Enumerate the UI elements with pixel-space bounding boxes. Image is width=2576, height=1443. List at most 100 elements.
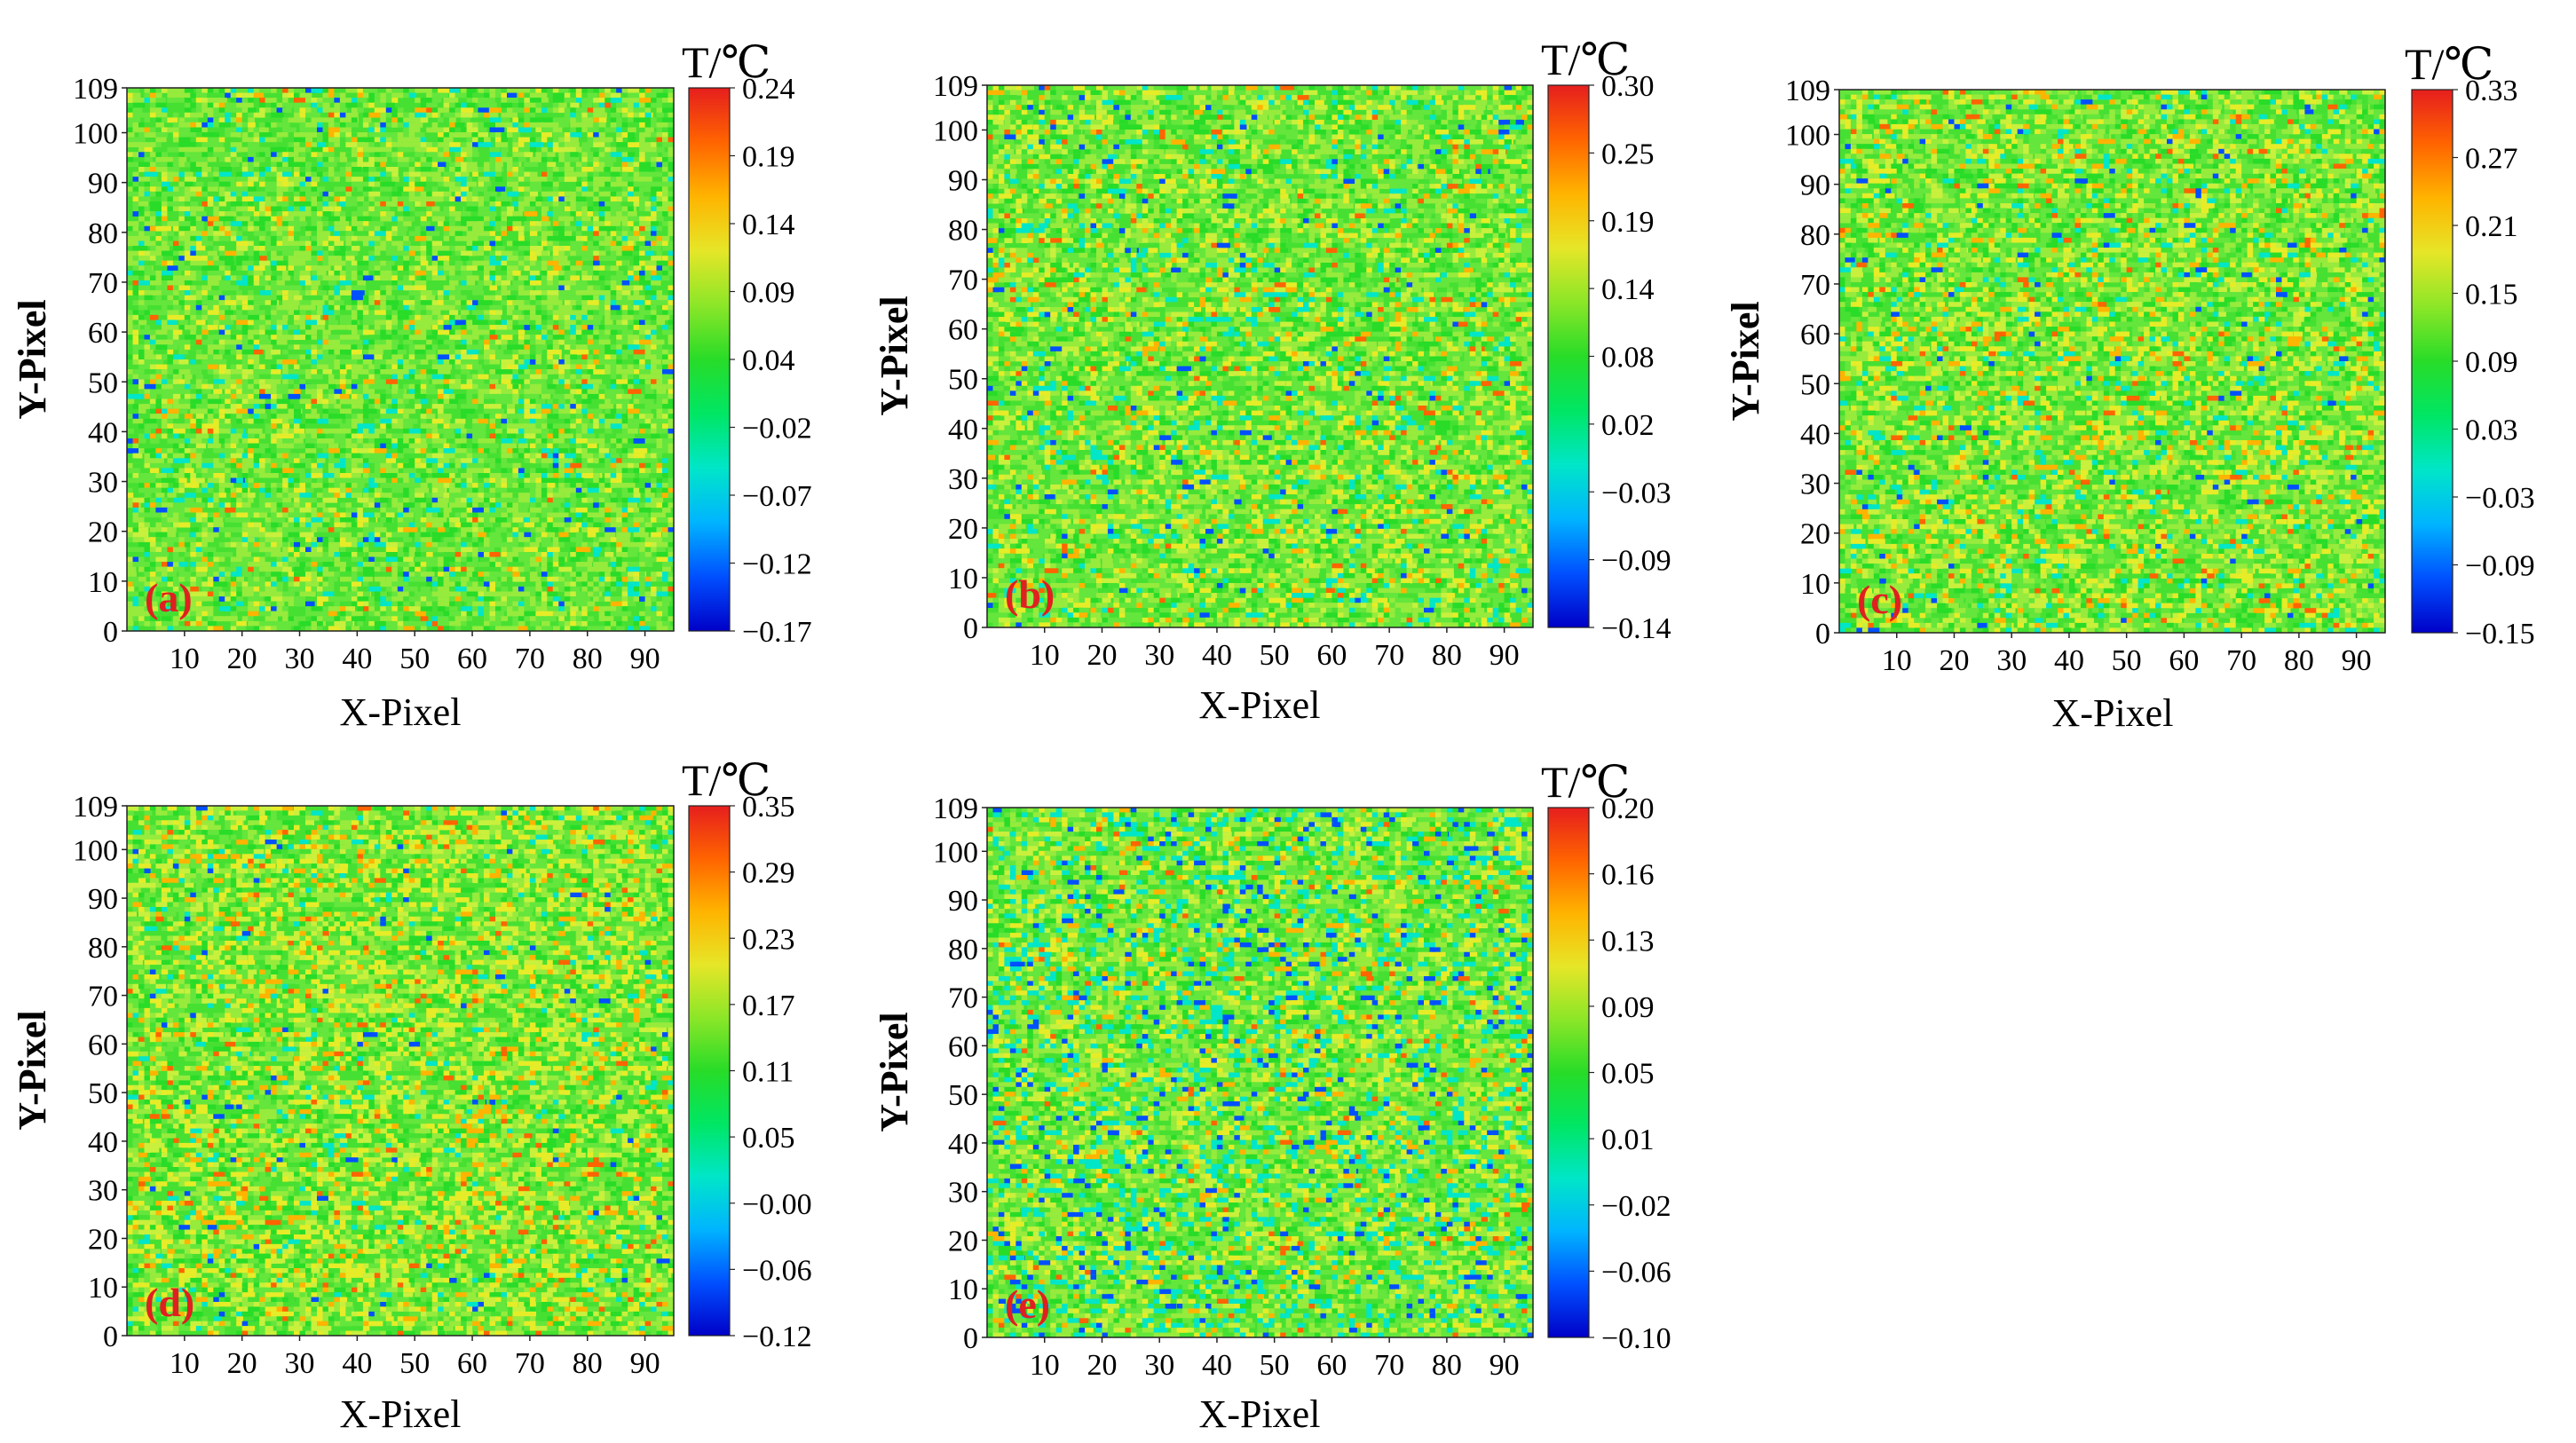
x-tick-label: 40 [342,1347,372,1380]
y-tick-label: 0 [963,1322,978,1355]
x-tick-label: 60 [1316,639,1347,672]
y-tick-label: 20 [948,513,978,546]
x-tick-label: 10 [1882,644,1912,677]
x-tick-label: 20 [227,1347,257,1380]
panel-label: (b) [1005,572,1055,617]
y-tick-label: 30 [948,1177,978,1210]
x-tick-label: 70 [515,1347,545,1380]
y-tick-label: 50 [1800,368,1830,401]
x-tick-label: 30 [285,643,315,675]
colorbar-tick-label: 0.09 [1601,991,1655,1024]
panel-a: 0 10 20 30 40 50 60 70 80 90 100 109 10 20 30 40 50 60 70 8… [11,37,812,734]
y-tick-label: 70 [948,982,978,1015]
x-tick-label: 50 [2112,644,2142,677]
plot-frame [126,87,675,632]
y-tick-label: 60 [948,1030,978,1063]
colorbar-title: T/℃ [2405,39,2493,89]
y-tick-label: 20 [1800,518,1830,551]
colorbar-tick-label: −0.15 [2465,618,2535,651]
x-tick-label: 70 [515,643,545,675]
colorbar-tick-label: −0.12 [742,1321,812,1353]
plot-frame [1838,89,2386,634]
colorbar-tick-label: −0.02 [1601,1190,1671,1223]
x-tick-label: 90 [2342,644,2372,677]
colorbar-title: T/℃ [1541,757,1630,807]
y-tick-label: 100 [73,834,118,867]
heatmap-field [1839,90,2385,633]
colorbar-tick-label: −0.02 [742,413,812,446]
panel-label: (e) [1005,1281,1050,1327]
x-axis-label: X-Pixel [340,1392,462,1436]
colorbar-tick-label: 0.29 [742,857,795,890]
colorbar-tick-label: 0.21 [2465,210,2518,243]
colorbar-tick-label: −0.09 [2465,550,2535,583]
x-tick-label: 60 [2169,644,2199,677]
x-tick-label: 30 [1144,1349,1174,1382]
x-axis-label: X-Pixel [1199,683,1321,727]
colorbar [688,805,731,1337]
plot-frame [126,805,675,1337]
y-tick-label: 40 [88,416,118,449]
colorbar-tick-label: 0.23 [742,923,795,956]
x-tick-label: 60 [457,1347,487,1380]
y-tick-label: 30 [948,463,978,496]
y-tick-label: 30 [88,467,118,500]
y-tick-label: 100 [1785,120,1830,153]
y-tick-label: 70 [88,981,118,1013]
y-tick-label: 40 [88,1126,118,1159]
y-tick-label: 100 [933,114,978,147]
colorbar-tick-label: 0.25 [1601,138,1655,170]
y-tick-label: 0 [963,612,978,645]
y-tick-label: 50 [948,364,978,397]
y-tick-label: 20 [88,516,118,549]
y-axis-label: Y-Pixel [873,1012,916,1132]
y-tick-label: 109 [933,70,978,103]
colorbar-title: T/℃ [682,37,770,87]
colorbar-tick-label: 0.05 [742,1122,795,1155]
colorbar-tick-label: −0.10 [1601,1322,1671,1355]
x-tick-label: 60 [1316,1349,1347,1382]
colorbar-title: T/℃ [682,755,770,805]
colorbar-tick-label: 0.05 [1601,1058,1655,1091]
x-axis-label: X-Pixel [340,690,462,734]
colorbar-tick-label: 0.13 [1601,925,1655,958]
colorbar-tick-label: 0.02 [1601,409,1655,442]
heatmap-field [127,88,674,631]
colorbar-tick-label: 0.01 [1601,1124,1655,1156]
x-tick-label: 50 [399,1347,430,1380]
y-tick-label: 0 [103,1321,118,1353]
y-tick-label: 20 [88,1223,118,1256]
x-tick-label: 10 [1030,1349,1060,1382]
y-tick-label: 60 [1800,319,1830,351]
y-tick-label: 90 [1800,170,1830,202]
colorbar-tick-label: 0.35 [742,791,795,824]
colorbar-title: T/℃ [1541,35,1630,84]
y-tick-label: 40 [948,1128,978,1161]
x-tick-label: 60 [457,643,487,675]
colorbar [1547,84,1590,628]
x-tick-label: 40 [342,643,372,675]
colorbar-tick-label: 0.14 [1601,273,1655,306]
colorbar-tick-label: −0.14 [1601,612,1671,645]
x-tick-label: 30 [285,1347,315,1380]
x-tick-label: 40 [2054,644,2084,677]
y-tick-label: 80 [88,932,118,965]
y-axis-label: Y-Pixel [1724,301,1767,421]
y-tick-label: 50 [88,367,118,399]
colorbar-tick-label: 0.04 [742,344,795,377]
y-tick-label: 70 [88,267,118,300]
x-tick-label: 80 [1432,639,1462,672]
y-tick-label: 50 [88,1077,118,1110]
x-tick-label: 70 [1374,639,1404,672]
x-tick-label: 10 [1030,639,1060,672]
y-tick-label: 40 [948,414,978,446]
y-tick-label: 60 [88,317,118,350]
y-tick-label: 0 [103,616,118,649]
y-tick-label: 100 [73,118,118,151]
colorbar-tick-label: −0.00 [742,1188,812,1221]
colorbar-tick-label: −0.09 [1601,545,1671,578]
x-tick-label: 90 [630,1347,660,1380]
x-tick-label: 70 [2226,644,2256,677]
y-tick-label: 30 [88,1175,118,1208]
panel-label: (a) [145,575,193,620]
